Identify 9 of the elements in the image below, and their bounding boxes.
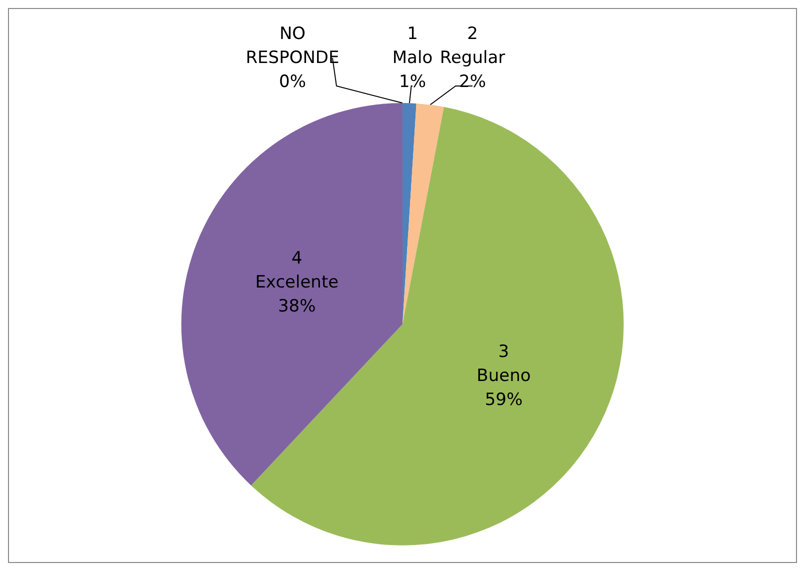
data-label: 59% <box>484 390 523 410</box>
data-label: 38% <box>278 296 316 316</box>
slice-label: 1 Malo <box>392 24 433 68</box>
slice-label: 3 Bueno <box>476 342 531 386</box>
data-label: 1% <box>399 72 426 92</box>
slice-label: 4 Excelente <box>255 248 339 292</box>
slice-label: 2 Regular <box>440 24 506 68</box>
text: 0% <box>279 72 306 92</box>
category-label: NO RESPONDE <box>246 24 340 68</box>
